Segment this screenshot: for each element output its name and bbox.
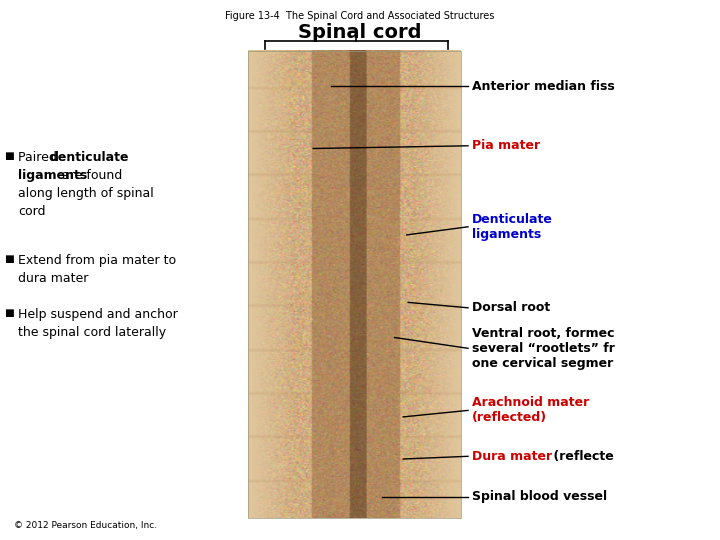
- Text: Ventral root, formec
several “rootlets” fr
one cervical segmer: Ventral root, formec several “rootlets” …: [472, 327, 614, 370]
- Bar: [248, 51, 461, 518]
- Text: Denticulate
ligaments: Denticulate ligaments: [472, 213, 552, 241]
- Text: © 2012 Pearson Education, Inc.: © 2012 Pearson Education, Inc.: [14, 521, 158, 530]
- Text: Arachnoid mater
(reflected): Arachnoid mater (reflected): [472, 396, 589, 424]
- Text: along length of spinal: along length of spinal: [18, 187, 154, 200]
- Text: ■: ■: [4, 151, 14, 161]
- Text: the spinal cord laterally: the spinal cord laterally: [18, 326, 166, 339]
- Text: dura mater: dura mater: [18, 272, 89, 285]
- Text: Dura mater: Dura mater: [472, 450, 552, 463]
- Text: Extend from pia mater to: Extend from pia mater to: [18, 254, 176, 267]
- Text: Paired: Paired: [18, 151, 61, 164]
- Text: Spinal cord: Spinal cord: [298, 23, 422, 42]
- Text: ■: ■: [4, 254, 14, 264]
- Text: denticulate: denticulate: [49, 151, 129, 164]
- Text: ■: ■: [4, 308, 14, 318]
- Text: are found: are found: [58, 169, 122, 182]
- Text: (reflecte: (reflecte: [549, 450, 613, 463]
- Text: Dorsal root: Dorsal root: [472, 301, 550, 314]
- Text: Figure 13-4  The Spinal Cord and Associated Structures: Figure 13-4 The Spinal Cord and Associat…: [225, 11, 495, 21]
- Text: Pia mater: Pia mater: [472, 139, 540, 152]
- Text: Anterior median fiss: Anterior median fiss: [472, 80, 614, 93]
- Text: Spinal blood vessel: Spinal blood vessel: [472, 490, 607, 503]
- Text: ligaments: ligaments: [18, 169, 87, 182]
- Text: Help suspend and anchor: Help suspend and anchor: [18, 308, 178, 321]
- Text: cord: cord: [18, 205, 45, 218]
